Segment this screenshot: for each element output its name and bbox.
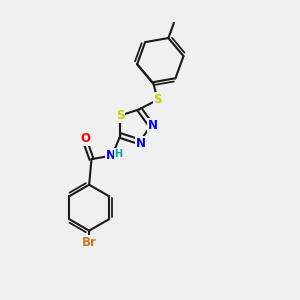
Text: S: S xyxy=(154,93,162,106)
Text: N: N xyxy=(106,148,116,161)
Text: H: H xyxy=(115,149,123,159)
Text: N: N xyxy=(136,137,146,150)
Text: Br: Br xyxy=(82,236,97,249)
Text: N: N xyxy=(148,119,158,132)
Text: O: O xyxy=(80,132,90,145)
Text: S: S xyxy=(116,109,124,122)
